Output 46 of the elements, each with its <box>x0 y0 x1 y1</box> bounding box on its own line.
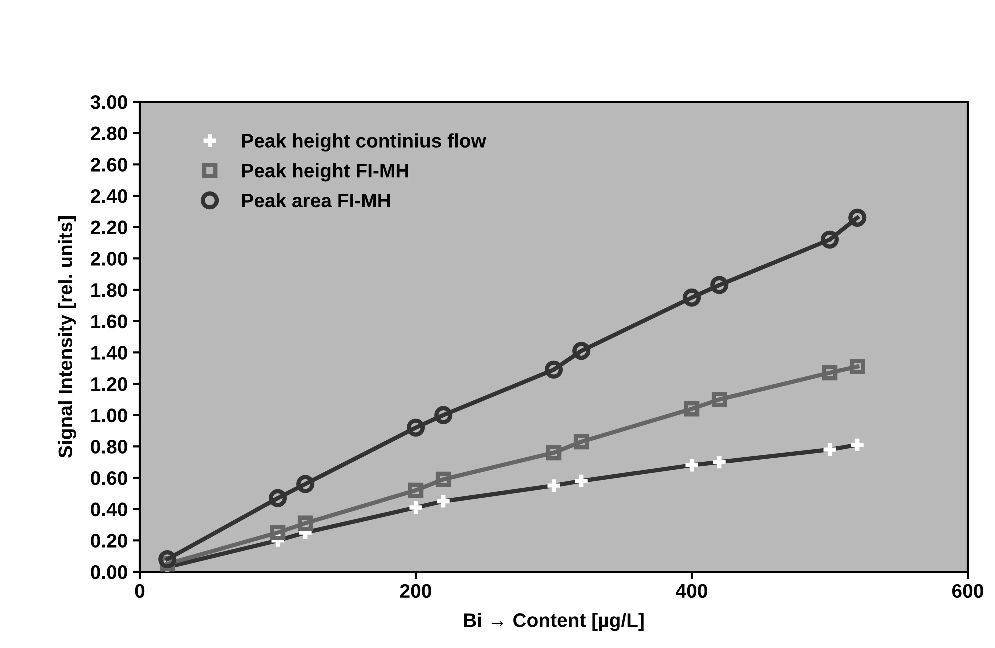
point <box>270 525 286 540</box>
point <box>820 230 840 249</box>
point <box>822 365 838 381</box>
point <box>682 288 702 307</box>
y-tick-label: 1.80 <box>92 283 128 298</box>
point <box>546 445 562 461</box>
y-tick-label: 0.40 <box>91 502 128 517</box>
y-tick-label: 1.20 <box>92 377 128 392</box>
x-tick-label: 0 <box>135 584 145 598</box>
point <box>574 434 590 450</box>
point <box>544 360 564 379</box>
y-tick-label: 2.20 <box>91 220 128 235</box>
y-tick-label: 2.60 <box>91 158 128 172</box>
legend-label: Peak height FI-MH <box>242 163 408 182</box>
point <box>684 401 700 417</box>
point <box>408 482 424 498</box>
y-tick-label: 2.00 <box>91 252 128 266</box>
legend-label: Peak area FI-MH <box>242 193 390 208</box>
point <box>848 208 867 227</box>
point <box>710 276 729 294</box>
y-tick-label: 0.60 <box>91 471 128 486</box>
y-axis-title: Signal Intensity [rel. units] <box>58 216 76 458</box>
point <box>572 342 591 360</box>
x-tick-label: 600 <box>952 584 984 598</box>
legend-label: Peak height continius flow <box>242 134 486 152</box>
x-tick-label: 200 <box>400 584 432 598</box>
point <box>298 516 314 532</box>
y-tick-label: 1.00 <box>92 408 128 423</box>
y-tick-label: 2.40 <box>91 189 128 204</box>
x-axis-title: Bi → Content [µg/L] <box>464 613 644 632</box>
y-tick-label: 0.80 <box>91 440 128 454</box>
point <box>434 406 453 424</box>
point <box>712 392 728 408</box>
y-tick-label: 0.00 <box>91 565 128 580</box>
y-tick-label: 1.40 <box>92 346 128 360</box>
point <box>158 550 177 568</box>
y-tick-label: 0.20 <box>91 534 128 548</box>
y-tick-label: 3.00 <box>90 95 128 110</box>
point <box>296 475 315 494</box>
point <box>436 472 452 488</box>
y-tick-label: 2.80 <box>91 126 128 141</box>
x-tick-label: 400 <box>676 584 708 598</box>
point <box>850 359 866 374</box>
point <box>406 418 426 437</box>
y-tick-label: 1.60 <box>92 314 128 329</box>
point <box>268 489 288 508</box>
